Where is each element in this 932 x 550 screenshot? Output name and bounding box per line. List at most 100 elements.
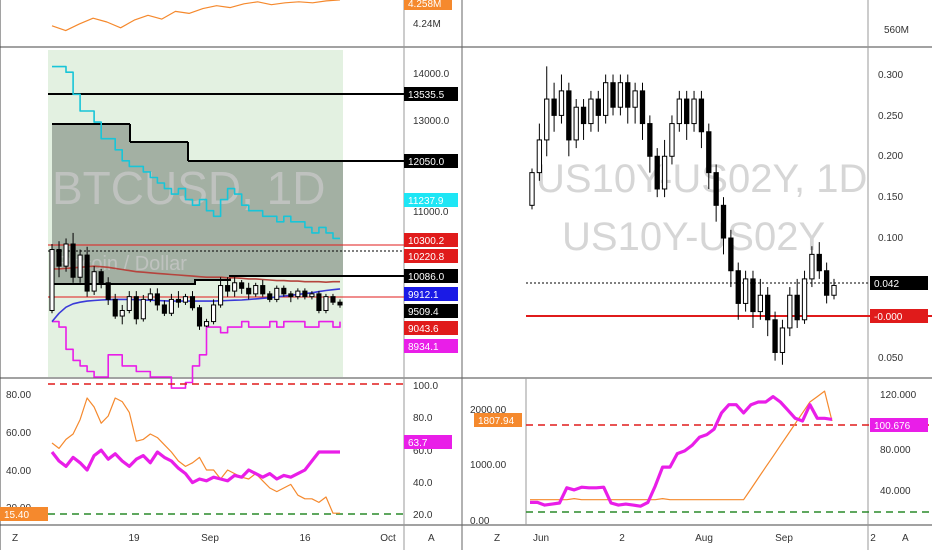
yield-x-tick: Sep	[775, 533, 793, 544]
yield-price-panel: 560M 0.300 0.250 0.200 0.150 0.100 0.050 -0.050…	[526, 0, 932, 365]
yield-candle	[639, 90, 646, 125]
btc-candle	[309, 293, 315, 298]
btc-level-1-badge-text: 12050.0	[408, 157, 445, 168]
btc-candle	[196, 307, 203, 327]
yield-price-tick: 0.250	[878, 111, 903, 122]
btc-candle	[126, 296, 132, 311]
btc-candle	[253, 285, 259, 295]
btc-candle	[182, 296, 189, 303]
btc-price-tick: 11000.0	[413, 207, 449, 218]
btc-osc-magenta-line	[50, 448, 340, 485]
btc-candle	[302, 290, 308, 298]
btc-candle	[246, 287, 252, 295]
yield-candle	[647, 123, 653, 157]
yield-candle	[772, 319, 778, 353]
yield-candle	[691, 98, 697, 125]
yield-price-tick: 0.100	[878, 233, 903, 244]
yield-price-tick: 0.150	[878, 192, 903, 203]
yield-candle	[617, 82, 624, 108]
yield-candle	[558, 90, 565, 116]
btc-osc-magenta-badge	[404, 435, 452, 449]
btc-level-4-badge	[404, 249, 458, 263]
btc-candle	[56, 249, 62, 267]
btc-candle	[323, 296, 329, 311]
yield-candle	[573, 106, 579, 141]
yield-scale-a[interactable]: A	[902, 533, 909, 544]
yield-candle	[676, 98, 682, 125]
yield-candle	[544, 98, 550, 141]
yield-candle	[713, 172, 719, 206]
yield-candle	[816, 253, 822, 272]
btc-candle	[281, 287, 287, 295]
btc-level-0-badge-text: 13535.5	[408, 90, 445, 101]
btc-osc-right-tick: 80.0	[413, 413, 433, 424]
yield-last-badge	[870, 276, 928, 290]
btc-level-3-badge-text: 10300.2	[408, 236, 445, 247]
btc-price-tick: 13000.0	[413, 116, 450, 127]
btc-watermark-title: BTCUSD, 1D	[52, 162, 325, 214]
btc-candle	[175, 298, 181, 303]
btc-magenta-line	[52, 320, 341, 389]
btc-candle	[140, 298, 146, 320]
yield-price-tick: 0.200	[878, 151, 903, 162]
btc-candle	[239, 282, 245, 289]
btc-osc-left-tick: 40.00	[6, 466, 31, 477]
yield-zero-badge	[870, 309, 928, 323]
yield-candle	[750, 278, 756, 313]
btc-candle	[49, 249, 55, 311]
btc-x-tick: Oct	[380, 533, 396, 544]
yield-x-tick: 2	[870, 533, 876, 544]
yield-osc-orange-badge-text: 1807.94	[478, 416, 515, 427]
btc-level-7-badge	[404, 304, 458, 318]
btc-level-3-badge	[404, 233, 458, 247]
btc-candle	[77, 254, 83, 278]
yield-osc-right-tick: 120.000	[880, 390, 917, 401]
yield-candle	[779, 327, 786, 353]
btc-osc-left-tick: 60.00	[6, 428, 31, 439]
yield-candle	[801, 278, 808, 321]
btc-watermark-subtitle: Bitcoin / Dollar	[58, 253, 187, 275]
yield-watermark-subtitle: US10Y-US02Y	[562, 215, 825, 259]
btc-candle	[105, 282, 111, 300]
yield-candle	[787, 294, 793, 329]
btc-scale-a[interactable]: A	[428, 533, 435, 544]
btc-watermark: BTCUSD, 1D Bitcoin / Dollar	[52, 162, 325, 275]
btc-osc-right-tick: 100.0	[413, 381, 438, 392]
yield-osc-orange-line	[530, 390, 833, 501]
yield-candle	[529, 172, 535, 206]
yield-price-tick: 0.050	[878, 353, 903, 364]
yield-candle	[698, 98, 705, 133]
btc-osc-right-tick: 20.0	[413, 510, 433, 521]
yield-candle	[742, 278, 749, 304]
yield-x-tick: Jun	[533, 533, 549, 544]
yield-osc-magenta-badge-text: 100.676	[874, 421, 911, 432]
btc-volume-last-badge	[404, 0, 452, 10]
yield-candle	[823, 270, 830, 296]
btc-volume-line	[51, 0, 341, 32]
btc-level-4-badge-text: 10220.8	[408, 252, 445, 263]
yield-candle	[595, 98, 601, 116]
btc-brown-line	[52, 265, 340, 284]
btc-volume-last-badge-text: 4.258M	[408, 0, 441, 10]
btc-volume-panel: 4.24M 4.258M	[51, 0, 452, 32]
yield-osc-left-tick: 1000.00	[470, 460, 507, 471]
yield-candle	[566, 90, 572, 141]
btc-osc-right-tick: 40.0	[413, 478, 433, 489]
btc-candle	[154, 293, 160, 306]
btc-osc-orange-badge-text: 15.40	[4, 510, 29, 521]
yield-scale-z[interactable]: Z	[494, 533, 500, 544]
btc-candle	[91, 271, 97, 292]
btc-candle	[211, 304, 217, 323]
yield-candle	[684, 98, 690, 125]
btc-level-1-badge	[404, 154, 458, 168]
btc-cyan-line	[52, 65, 340, 240]
btc-candle	[189, 296, 196, 309]
yield-volume-tick: 560M	[884, 25, 909, 36]
yield-x-tick: 2	[619, 533, 625, 544]
btc-scale-z[interactable]: Z	[12, 533, 18, 544]
yield-candle	[536, 139, 543, 174]
yield-candle	[580, 106, 587, 125]
btc-x-tick: 19	[128, 533, 140, 544]
btc-level-8-badge-text: 9043.6	[408, 324, 439, 335]
